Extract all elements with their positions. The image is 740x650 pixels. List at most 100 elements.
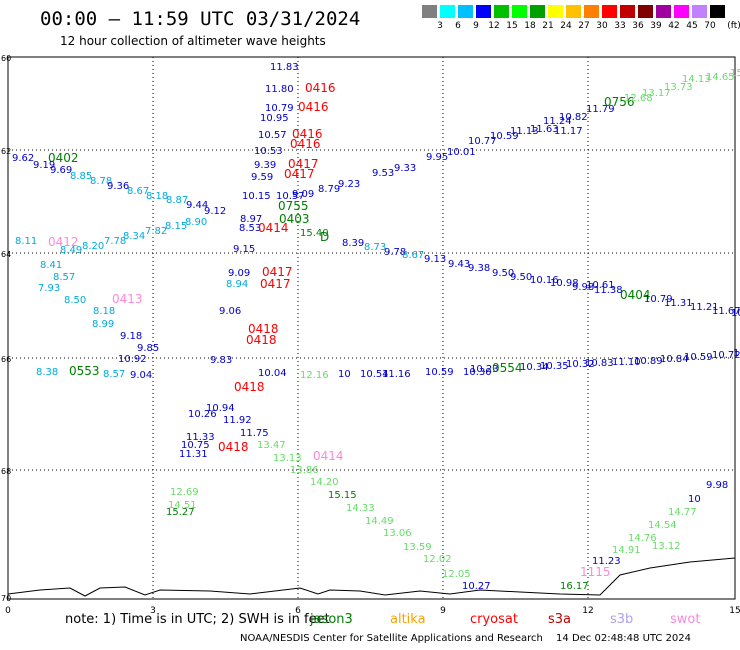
- wave-height-value: 9.09: [292, 189, 314, 200]
- x-tick-label: 12: [582, 606, 593, 616]
- wave-height-value: 11.67: [712, 306, 740, 317]
- x-tick-label: 0: [5, 606, 11, 616]
- observation-time-label: 0404: [620, 288, 651, 302]
- wave-height-value: 10.59: [425, 367, 454, 378]
- color-swatch: [530, 5, 545, 18]
- y-tick-label: 66: [1, 355, 11, 364]
- wave-height-value: 11.33: [186, 432, 215, 443]
- wave-height-value: 9.98: [572, 282, 594, 293]
- observation-time-label: 0416: [290, 137, 321, 151]
- wave-height-value: 14.33: [346, 503, 375, 514]
- color-scale-label: 27: [578, 21, 590, 31]
- color-scale-label: 33: [614, 21, 626, 31]
- wave-height-value: 8.34: [123, 231, 145, 242]
- wave-height-value: 9.69: [50, 165, 72, 176]
- wave-height-value: 9.06: [219, 306, 241, 317]
- color-scale-label: 70: [704, 21, 716, 31]
- wave-height-value: 11.31: [179, 449, 208, 460]
- wave-height-value: 10.94: [206, 403, 235, 414]
- wave-height-value: 10.01: [447, 147, 476, 158]
- wave-height-value: 9.78: [384, 247, 406, 258]
- wave-height-value: 10.59: [684, 352, 713, 363]
- footer: NOAA/NESDIS Center for Satellite Applica…: [240, 633, 691, 644]
- color-scale-label: 6: [455, 21, 461, 31]
- wave-height-value: 9.19: [33, 160, 55, 171]
- wave-height-value: 12.05: [442, 569, 471, 580]
- wave-height-value: 8.94: [226, 279, 248, 290]
- wave-height-value: 12.16: [300, 370, 329, 381]
- wave-height-value: 8.79: [318, 184, 340, 195]
- observation-time-label: 0414: [313, 449, 344, 463]
- observation-time-label: 0418: [218, 440, 249, 454]
- wave-height-value: 11.13: [510, 126, 539, 137]
- legend-sat-s3a: s3a: [548, 612, 572, 627]
- wave-height-value: 7.93: [38, 283, 60, 294]
- wave-height-value: 14.76: [628, 533, 657, 544]
- wave-height-value: 14.65: [706, 72, 735, 83]
- color-swatch: [512, 5, 527, 18]
- color-swatch: [710, 5, 725, 18]
- color-scale-label: 9: [473, 21, 479, 31]
- observation-time-label: 0418: [246, 333, 277, 347]
- color-scale-label: 45: [686, 21, 698, 31]
- legend-sat-jason3: jason3: [310, 612, 353, 627]
- x-tick-label: 3: [150, 606, 156, 616]
- observation-time-label: 0413: [112, 292, 143, 306]
- footer-timestamp: 14 Dec 02:48:48 UTC 2024: [556, 633, 692, 644]
- wave-height-value: 9.04: [130, 370, 152, 381]
- wave-height-value: 15.55: [730, 68, 740, 79]
- wave-height-value: 13.47: [257, 440, 286, 451]
- wave-height-value: 11.80: [265, 84, 294, 95]
- wave-height-value: 11.92: [223, 415, 252, 426]
- color-swatch: [494, 5, 509, 18]
- observation-time-label: 0402: [48, 151, 79, 165]
- wave-height-value: 8.53: [239, 223, 261, 234]
- wave-height-value: 9.59: [251, 172, 273, 183]
- axis-ticks: 0 3 6 9 12 15 60 62 64 66 68 70: [1, 54, 740, 616]
- wave-height-value: 13.73: [664, 82, 693, 93]
- color-swatch: [602, 5, 617, 18]
- y-tick-label: 62: [1, 147, 11, 156]
- wave-height-value: 13.12: [652, 541, 681, 552]
- wave-height-value: 8.87: [166, 195, 188, 206]
- wave-height-value: 8.18: [146, 191, 168, 202]
- wave-height-value: 8.99: [92, 319, 114, 330]
- wave-height-value: 8.39: [342, 238, 364, 249]
- wave-height-value: 9.83: [210, 355, 232, 366]
- wave-height-value: 8.85: [70, 171, 92, 182]
- map-frame: [7, 56, 736, 600]
- observation-time-label: 0755: [278, 199, 309, 213]
- wave-height-value: 8.57: [103, 369, 125, 380]
- wave-height-value: 10.61: [586, 280, 615, 291]
- page-title: 00:00 – 11:59 UTC 03/31/2024: [40, 8, 361, 30]
- wave-height-value: 11.10: [612, 357, 641, 368]
- wave-height-value: 14.49: [365, 516, 394, 527]
- y-tick-label: 64: [1, 250, 11, 259]
- wave-height-value: 10.59: [490, 131, 519, 142]
- wave-height-value: 9.50: [492, 268, 514, 279]
- wave-height-value: 9.09: [228, 268, 250, 279]
- wave-height-value: 16.17: [560, 581, 589, 592]
- color-swatch: [440, 5, 455, 18]
- wave-height-value: 9.12: [204, 206, 226, 217]
- wave-height-value: 14.51: [168, 500, 197, 511]
- wave-height-value: 10.89: [634, 356, 663, 367]
- wave-height-value: 10.72: [712, 350, 740, 361]
- legend-sat-swot: swot: [670, 612, 701, 627]
- x-tick-label: 6: [295, 606, 301, 616]
- wave-height-value: 11.21: [690, 302, 719, 313]
- observation-time-label: 1115: [580, 565, 611, 579]
- color-scale-label: 12: [488, 21, 500, 31]
- wave-height-value: 10.79: [644, 294, 673, 305]
- observation-time-label: 0403: [279, 212, 310, 226]
- wave-height-value: 10.79: [265, 103, 294, 114]
- wave-height-value: 10.77: [468, 136, 497, 147]
- color-swatch: [620, 5, 635, 18]
- wave-height-value: 14.91: [612, 545, 641, 556]
- wave-height-value: 13.86: [290, 465, 319, 476]
- wave-height-value: 9.23: [338, 179, 360, 190]
- wave-height-value: 11.83: [270, 62, 299, 73]
- wave-height-value: 14.77: [668, 507, 697, 518]
- color-scale-label: 39: [650, 21, 662, 31]
